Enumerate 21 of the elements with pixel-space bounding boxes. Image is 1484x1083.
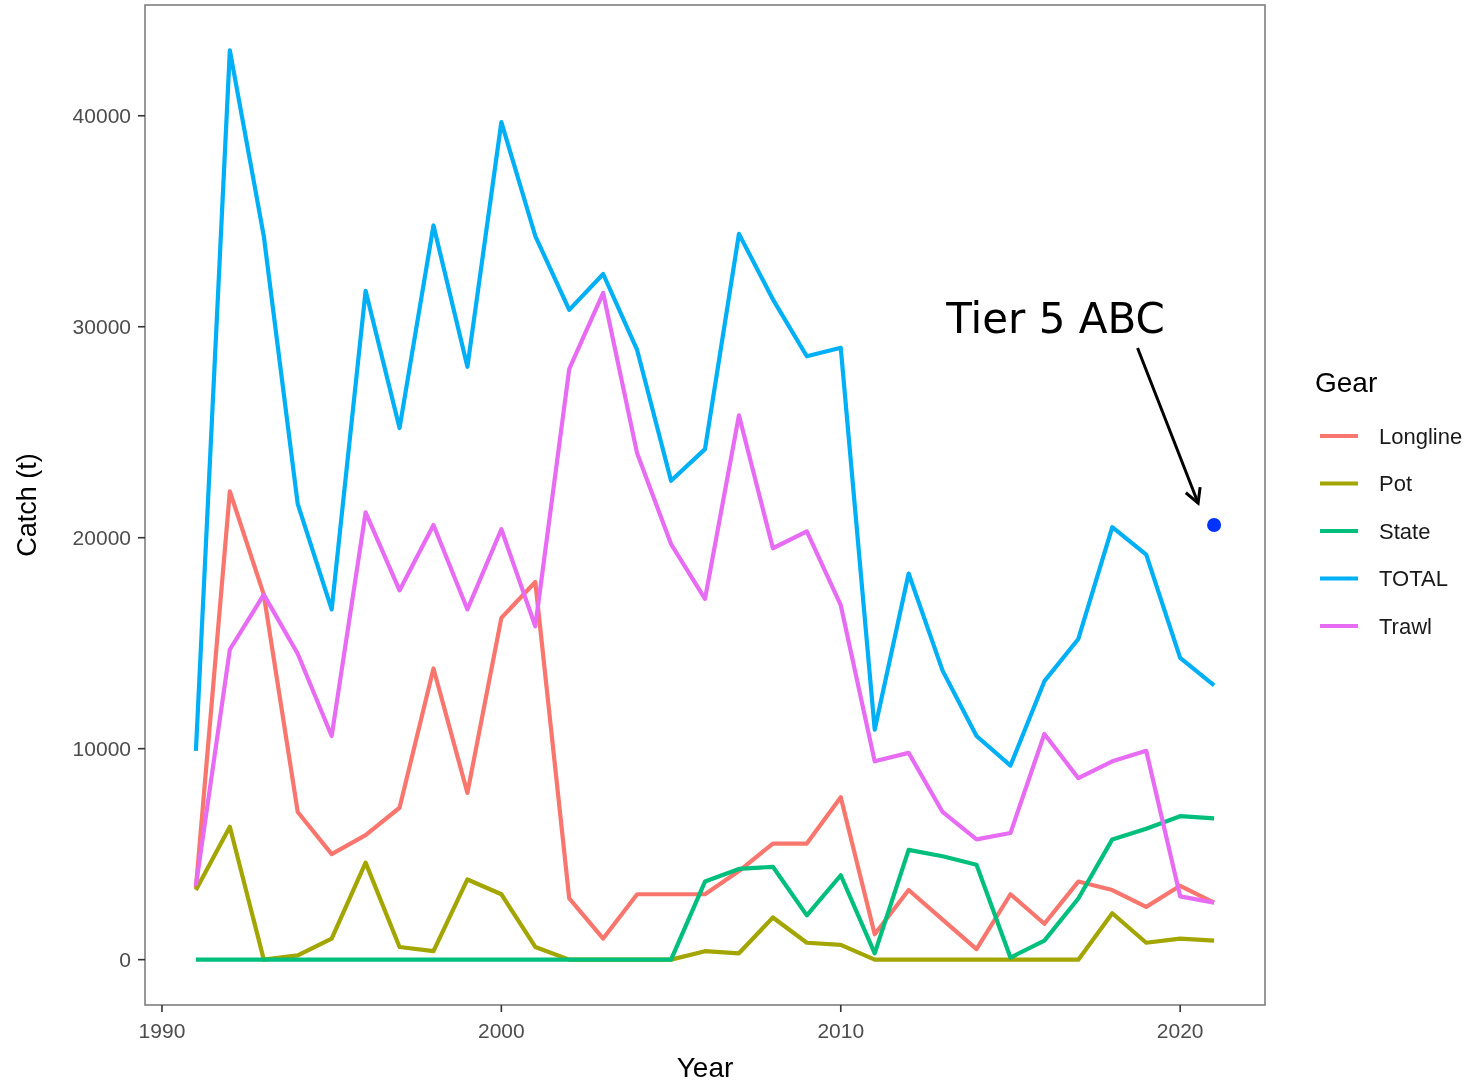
y-tick-label: 30000: [72, 315, 131, 339]
x-axis-title: Year: [676, 1052, 734, 1083]
legend-title: Gear: [1315, 367, 1378, 398]
y-axis-title: Catch (t): [12, 453, 42, 557]
line-series: [193, 290, 1217, 905]
y-tick-label: 0: [119, 947, 131, 971]
annotation: Tier 5 ABC: [945, 294, 1165, 343]
y-tick-label: 20000: [72, 526, 131, 550]
legend-label: Trawl: [1379, 613, 1432, 639]
x-tick-label: 2010: [817, 1019, 865, 1042]
x-tick-label: 1990: [138, 1019, 186, 1042]
x-tick-label: 2000: [478, 1019, 525, 1042]
y-tick-label: 10000: [72, 737, 131, 761]
legend-label: TOTAL: [1379, 566, 1448, 592]
legend-label: State: [1379, 518, 1431, 544]
y-tick-label: 40000: [72, 104, 131, 128]
legend-label: Pot: [1379, 471, 1413, 497]
x-tick-label: 2020: [1156, 1019, 1204, 1042]
legend-label: Longline: [1379, 423, 1463, 449]
line-series: [193, 489, 1217, 952]
line-series: [193, 48, 1217, 768]
